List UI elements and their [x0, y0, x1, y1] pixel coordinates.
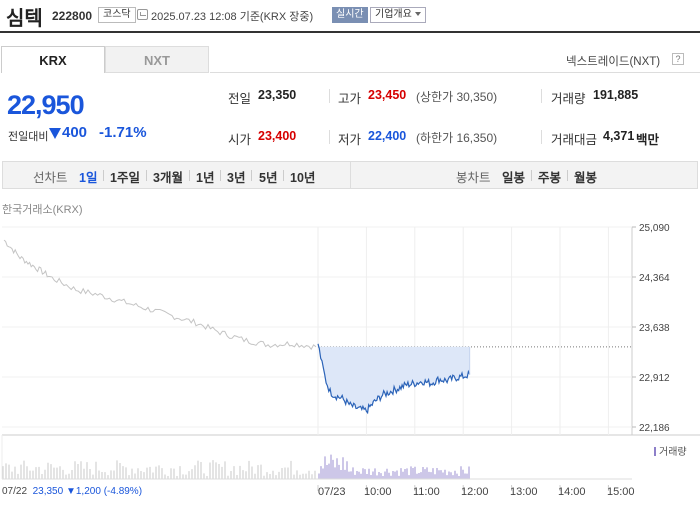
divider [329, 130, 330, 144]
market-badge: 코스닥 [98, 7, 136, 23]
x-tick-label: 15:00 [607, 486, 635, 498]
x-tick-label: 07/23 [318, 486, 346, 498]
period-1y[interactable]: 1년 [196, 171, 215, 185]
separator [189, 170, 190, 181]
nextrade-link[interactable]: 넥스트레이드(NXT) [566, 56, 661, 68]
y-tick-label: 22,912 [639, 373, 670, 384]
x-tick-label: 12:00 [461, 486, 489, 498]
as-of-time: 2025.07.23 12:08 기준(KRX 장중) [151, 11, 314, 23]
stock-header: 심텍 222800 코스닥 2025.07.23 12:08 기준(KRX 장중… [0, 0, 700, 33]
amount-value: 4,371 [603, 129, 635, 143]
current-price: 22,950 [7, 90, 85, 120]
prev-close-label: 전일 [228, 92, 252, 106]
chevron-down-icon [414, 12, 421, 17]
x-tick-label: 11:00 [413, 486, 440, 498]
candle-daily[interactable]: 일봉 [502, 171, 526, 185]
lower-limit: (하한가 16,350) [416, 131, 498, 145]
high-value: 23,450 [368, 88, 407, 102]
x-tick-label: 14:00 [558, 486, 586, 498]
high-label: 고가 [338, 92, 362, 106]
period-1w[interactable]: 1주일 [110, 171, 140, 185]
today-fill [318, 343, 470, 413]
help-icon[interactable]: ? [672, 53, 684, 65]
company-info-dropdown[interactable]: 기업개요 [370, 7, 426, 23]
prev-day-change-percent: (-4.89%) [103, 486, 143, 497]
prev-day-info: 07/22 23,350 ▼1,200 (-4.89%) [2, 486, 142, 497]
separator [146, 170, 147, 181]
change-percent: -1.71% [99, 124, 147, 141]
divider [329, 89, 330, 103]
separator [531, 170, 532, 181]
separator [251, 170, 252, 181]
period-10y[interactable]: 10년 [290, 171, 316, 185]
low-label: 저가 [338, 133, 362, 147]
y-tick-label: 23,638 [639, 323, 670, 334]
change-label: 전일대비 [8, 131, 49, 143]
volume-legend: 거래량 [654, 443, 687, 458]
change-amount: 400 [62, 124, 88, 141]
open-label: 시가 [228, 133, 252, 147]
chart-source: 한국거래소(KRX) [2, 204, 83, 216]
low-value: 22,400 [368, 129, 407, 143]
line-chart-label: 선차트 [33, 171, 68, 185]
company-info-label: 기업개요 [375, 9, 412, 20]
divider [541, 130, 542, 144]
y-tick-label: 25,090 [639, 223, 670, 234]
separator [283, 170, 284, 181]
open-value: 23,400 [258, 129, 297, 143]
x-tick-label: 10:00 [364, 486, 392, 498]
amount-label: 거래대금 [551, 133, 598, 147]
prev-day-change: 1,200 [75, 486, 101, 497]
prev-close-value: 23,350 [258, 88, 297, 102]
tab-nxt[interactable]: NXT [105, 46, 209, 73]
candle-monthly[interactable]: 월봉 [574, 171, 598, 185]
stock-name: 심텍 [6, 8, 43, 30]
period-5y[interactable]: 5년 [259, 171, 278, 185]
tab-divider [210, 72, 700, 73]
y-tick-label: 22,186 [639, 423, 670, 434]
separator [103, 170, 104, 181]
upper-limit: (상한가 30,350) [416, 90, 498, 104]
tab-krx[interactable]: KRX [1, 46, 105, 73]
period-3m[interactable]: 3개월 [153, 171, 183, 185]
stock-code: 222800 [52, 9, 93, 23]
volume-value: 191,885 [593, 88, 639, 102]
realtime-button[interactable]: 실시간 [332, 7, 368, 23]
clock-icon [137, 9, 148, 20]
x-tick-label: 13:00 [510, 486, 538, 498]
y-tick-label: 24,364 [639, 273, 670, 284]
divider [541, 89, 542, 103]
period-1d[interactable]: 1일 [79, 171, 98, 185]
period-3y[interactable]: 3년 [227, 171, 246, 185]
separator [220, 170, 221, 181]
separator [567, 170, 568, 181]
candle-chart-label: 봉차트 [456, 171, 491, 185]
down-arrow-icon [49, 128, 61, 139]
prev-day-close: 23,350 [32, 486, 64, 497]
prev-day-line [3, 239, 317, 351]
down-arrow-icon: ▼ [65, 486, 76, 497]
period-bar-divider [350, 161, 351, 189]
amount-unit: 백만 [636, 133, 660, 147]
candle-weekly[interactable]: 주봉 [538, 171, 562, 185]
today-line [317, 343, 471, 415]
prev-day-date: 07/22 [2, 486, 28, 497]
volume-label: 거래량 [551, 92, 586, 106]
